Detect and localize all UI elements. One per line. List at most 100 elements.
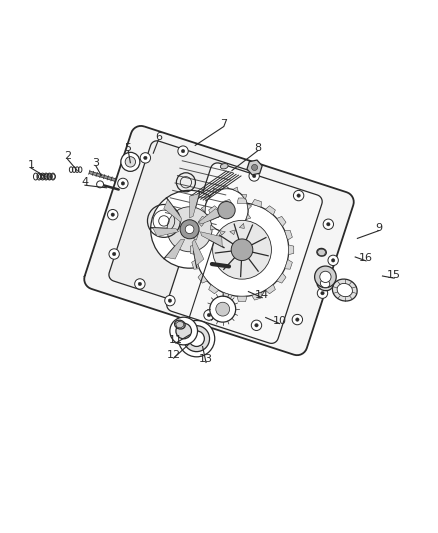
Polygon shape xyxy=(237,198,247,203)
Circle shape xyxy=(111,213,114,216)
Circle shape xyxy=(314,266,336,288)
Polygon shape xyxy=(246,214,251,220)
Circle shape xyxy=(138,282,141,286)
Circle shape xyxy=(332,259,335,262)
Polygon shape xyxy=(213,188,218,193)
Circle shape xyxy=(167,207,212,252)
Polygon shape xyxy=(203,216,208,222)
Text: 7: 7 xyxy=(220,119,227,129)
Text: 1: 1 xyxy=(28,160,35,170)
Text: 12: 12 xyxy=(166,350,180,360)
Polygon shape xyxy=(247,160,262,175)
Polygon shape xyxy=(166,239,185,259)
Polygon shape xyxy=(198,273,207,283)
Circle shape xyxy=(109,249,119,259)
Ellipse shape xyxy=(175,320,185,329)
Circle shape xyxy=(218,201,235,219)
Ellipse shape xyxy=(220,164,228,169)
Circle shape xyxy=(168,299,172,302)
Polygon shape xyxy=(205,196,210,201)
Circle shape xyxy=(212,220,272,279)
Ellipse shape xyxy=(317,277,333,290)
Polygon shape xyxy=(109,141,256,311)
Circle shape xyxy=(207,313,211,317)
Polygon shape xyxy=(190,245,196,255)
Circle shape xyxy=(176,323,191,339)
Circle shape xyxy=(151,190,229,268)
Circle shape xyxy=(205,189,248,232)
Circle shape xyxy=(204,310,214,320)
Polygon shape xyxy=(233,187,238,192)
Ellipse shape xyxy=(320,280,330,288)
Text: 16: 16 xyxy=(359,253,373,263)
Polygon shape xyxy=(289,245,294,255)
Polygon shape xyxy=(190,193,199,218)
Polygon shape xyxy=(208,206,219,215)
Circle shape xyxy=(293,190,304,201)
Text: 9: 9 xyxy=(375,223,382,232)
Polygon shape xyxy=(265,285,276,294)
Circle shape xyxy=(251,320,261,330)
Polygon shape xyxy=(242,195,247,199)
Circle shape xyxy=(231,239,253,261)
Circle shape xyxy=(121,152,140,172)
Circle shape xyxy=(185,225,194,233)
Circle shape xyxy=(178,320,215,357)
Polygon shape xyxy=(219,231,225,235)
Text: 3: 3 xyxy=(92,158,99,168)
Circle shape xyxy=(170,317,198,345)
Circle shape xyxy=(97,181,103,188)
Circle shape xyxy=(296,318,299,321)
Circle shape xyxy=(323,219,333,229)
Circle shape xyxy=(251,164,258,171)
Circle shape xyxy=(321,292,324,295)
Polygon shape xyxy=(192,260,199,269)
Text: 13: 13 xyxy=(199,354,213,365)
Circle shape xyxy=(184,326,209,352)
Circle shape xyxy=(108,209,118,220)
Circle shape xyxy=(180,220,199,239)
Circle shape xyxy=(297,194,300,197)
Polygon shape xyxy=(192,230,199,240)
Ellipse shape xyxy=(337,284,353,297)
Polygon shape xyxy=(230,230,236,235)
Polygon shape xyxy=(223,199,232,207)
Text: 10: 10 xyxy=(272,316,286,326)
Circle shape xyxy=(317,288,328,298)
Polygon shape xyxy=(152,228,179,237)
Circle shape xyxy=(181,149,185,153)
Text: 8: 8 xyxy=(254,143,261,152)
Polygon shape xyxy=(211,225,215,230)
Ellipse shape xyxy=(317,248,326,256)
Circle shape xyxy=(113,252,116,256)
Polygon shape xyxy=(201,206,205,212)
Text: 2: 2 xyxy=(64,151,71,161)
Polygon shape xyxy=(198,209,223,224)
Polygon shape xyxy=(237,296,247,302)
Circle shape xyxy=(320,271,331,282)
Circle shape xyxy=(165,295,175,306)
Circle shape xyxy=(195,203,289,296)
Circle shape xyxy=(210,296,236,322)
Circle shape xyxy=(328,255,338,265)
Polygon shape xyxy=(285,230,293,240)
Circle shape xyxy=(121,182,125,185)
Text: 14: 14 xyxy=(255,289,269,300)
Polygon shape xyxy=(277,216,286,227)
Text: 11: 11 xyxy=(169,335,183,345)
Polygon shape xyxy=(223,293,232,300)
Circle shape xyxy=(292,314,303,325)
Circle shape xyxy=(255,324,258,327)
Polygon shape xyxy=(265,206,276,215)
Circle shape xyxy=(327,222,330,226)
Circle shape xyxy=(252,174,256,177)
Circle shape xyxy=(178,146,188,156)
Circle shape xyxy=(118,178,128,189)
Polygon shape xyxy=(192,239,204,265)
Polygon shape xyxy=(285,260,293,269)
Circle shape xyxy=(249,171,259,181)
Polygon shape xyxy=(164,199,182,222)
Polygon shape xyxy=(208,285,219,294)
Circle shape xyxy=(216,302,230,316)
Circle shape xyxy=(189,331,205,346)
